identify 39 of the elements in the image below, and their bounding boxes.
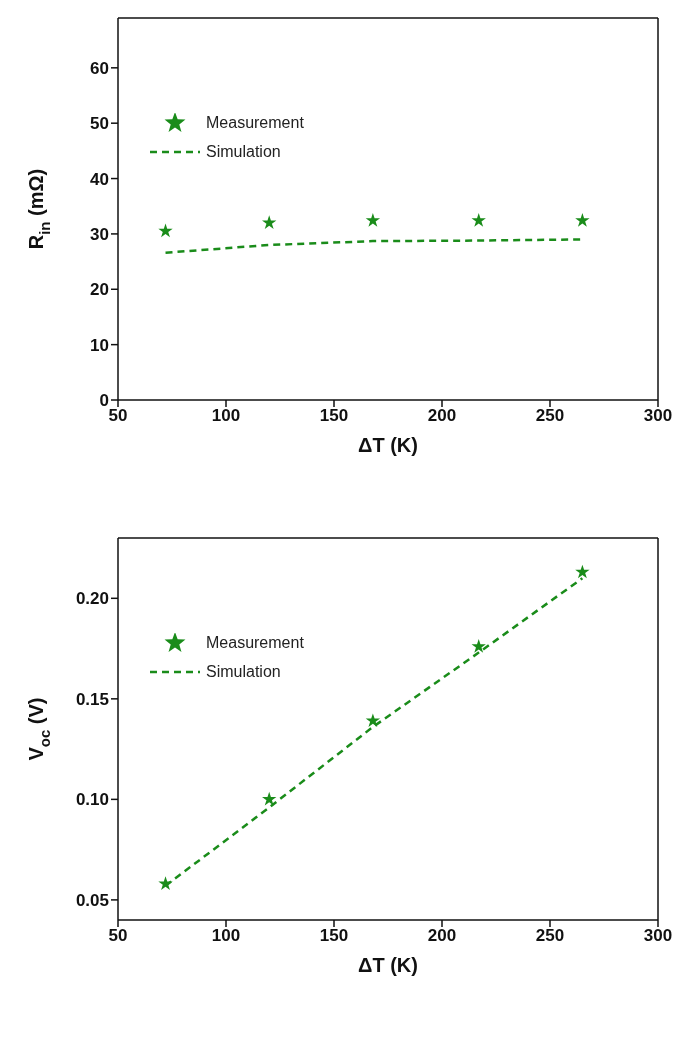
y-tick-label: 50 [90,114,109,134]
y-tick-label: 10 [90,335,109,355]
x-tick-label: 200 [427,926,457,946]
x-axis-title: ΔT (K) [358,434,418,456]
legend-label: Simulation [206,142,281,162]
y-tick-label: 0.15 [75,689,109,709]
legend-label: Measurement [206,113,304,133]
y-tick-label: 0.05 [75,890,109,910]
x-tick-label: 200 [427,406,457,426]
point [575,213,590,227]
point [575,564,590,579]
point [158,223,173,238]
point [365,713,381,728]
y-tick-label: 0 [99,391,109,411]
x-tick-label: 100 [211,406,241,426]
x-tick-label: 150 [319,406,349,426]
point [365,213,381,227]
x-tick-label: 50 [108,926,128,946]
point [158,876,173,890]
x-tick-label: 50 [108,406,128,426]
y-tick-label: 0.10 [75,790,109,810]
x-tick-label: 250 [535,406,565,426]
x-tick-label: 300 [643,406,673,426]
y-tick-label: 0.20 [75,589,109,609]
x-tick-label: 150 [319,926,349,946]
x-axis-title: ΔT (K) [358,954,418,976]
y-tick-label: 30 [90,224,109,244]
point [471,639,486,653]
y-tick-label: 20 [90,280,109,300]
y-tick-label: 40 [90,169,109,189]
legend-label: Simulation [206,662,281,682]
y-tick-label: 60 [90,58,109,78]
point [471,213,486,227]
point [262,215,277,229]
point [262,791,277,806]
legend-label: Measurement [206,633,304,653]
x-tick-label: 300 [643,926,673,946]
x-tick-label: 250 [535,926,565,946]
x-tick-label: 100 [211,926,241,946]
